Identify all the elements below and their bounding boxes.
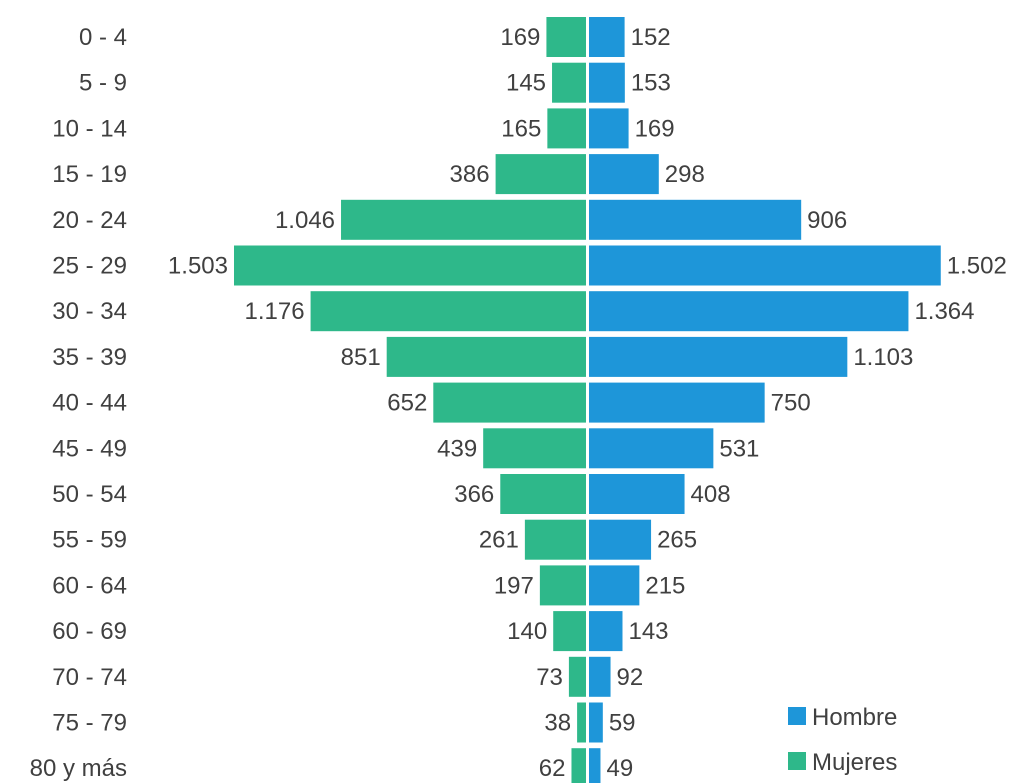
data-label-hombre: 408 xyxy=(691,481,731,508)
bar-mujeres xyxy=(500,474,586,514)
data-label-mujeres: 165 xyxy=(501,115,541,142)
category-label: 60 - 69 xyxy=(52,618,127,645)
bar-mujeres xyxy=(539,565,586,606)
bar-mujeres xyxy=(568,656,586,697)
bar-mujeres xyxy=(571,748,586,783)
legend-swatch-hombre xyxy=(788,707,806,725)
bar-hombre xyxy=(589,382,765,423)
bar-hombre xyxy=(589,108,629,149)
category-label: 35 - 39 xyxy=(52,344,127,371)
data-label-mujeres: 1.046 xyxy=(275,207,335,234)
bar-mujeres xyxy=(233,245,586,286)
data-label-mujeres: 145 xyxy=(506,70,546,97)
data-label-mujeres: 1.176 xyxy=(245,298,305,325)
data-label-hombre: 152 xyxy=(631,24,671,51)
bar-hombre xyxy=(589,245,941,286)
category-label: 45 - 49 xyxy=(52,435,127,462)
category-label: 55 - 59 xyxy=(52,527,127,554)
bar-hombre xyxy=(589,519,652,560)
data-label-mujeres: 140 xyxy=(507,618,547,645)
data-label-hombre: 750 xyxy=(771,390,811,417)
category-label: 80 y más xyxy=(30,755,127,782)
bar-mujeres xyxy=(341,199,586,240)
bar-mujeres xyxy=(546,17,586,57)
legend-label-hombre: Hombre xyxy=(812,704,897,731)
category-label: 30 - 34 xyxy=(52,298,127,325)
data-label-hombre: 1.364 xyxy=(914,298,974,325)
category-label: 0 - 4 xyxy=(79,24,127,51)
bar-hombre xyxy=(589,17,625,57)
bar-mujeres xyxy=(524,519,586,560)
bar-hombre xyxy=(589,291,909,332)
data-label-hombre: 1.103 xyxy=(853,344,913,371)
bar-mujeres xyxy=(547,108,586,149)
data-label-hombre: 906 xyxy=(807,207,847,234)
data-label-mujeres: 1.503 xyxy=(168,253,228,280)
bar-hombre xyxy=(589,748,601,783)
bars-layer xyxy=(233,17,941,783)
bar-hombre xyxy=(589,474,685,514)
data-label-mujeres: 439 xyxy=(437,435,477,462)
data-label-mujeres: 652 xyxy=(387,390,427,417)
bar-mujeres xyxy=(386,336,586,377)
category-label: 60 - 64 xyxy=(52,572,127,599)
category-label: 15 - 19 xyxy=(52,161,127,188)
category-label: 20 - 24 xyxy=(52,207,127,234)
bar-mujeres xyxy=(553,611,586,652)
data-label-hombre: 1.502 xyxy=(947,253,1007,280)
data-label-mujeres: 386 xyxy=(450,161,490,188)
data-label-hombre: 49 xyxy=(606,755,633,782)
data-label-mujeres: 38 xyxy=(544,710,571,737)
legend-swatch-mujeres xyxy=(788,752,806,770)
legend: Hombre Mujeres xyxy=(788,704,897,776)
category-label: 10 - 14 xyxy=(52,115,127,142)
data-label-mujeres: 197 xyxy=(494,572,534,599)
category-label: 5 - 9 xyxy=(79,70,127,97)
bar-hombre xyxy=(589,62,625,103)
data-label-mujeres: 62 xyxy=(539,755,566,782)
bar-hombre xyxy=(589,702,603,743)
bar-hombre xyxy=(589,656,611,697)
bar-mujeres xyxy=(310,291,586,332)
data-label-hombre: 92 xyxy=(617,664,644,691)
category-label: 70 - 74 xyxy=(52,664,127,691)
data-label-hombre: 143 xyxy=(628,618,668,645)
category-label: 40 - 44 xyxy=(52,390,127,417)
data-label-hombre: 59 xyxy=(609,710,636,737)
bar-hombre xyxy=(589,199,802,240)
bar-hombre xyxy=(589,565,640,606)
bar-hombre xyxy=(589,428,714,469)
data-label-hombre: 153 xyxy=(631,70,671,97)
category-label: 25 - 29 xyxy=(52,253,127,280)
data-label-mujeres: 169 xyxy=(500,24,540,51)
data-label-hombre: 265 xyxy=(657,527,697,554)
bar-mujeres xyxy=(483,428,586,469)
legend-label-mujeres: Mujeres xyxy=(812,749,897,776)
category-label: 75 - 79 xyxy=(52,710,127,737)
data-label-hombre: 169 xyxy=(635,115,675,142)
data-label-hombre: 531 xyxy=(719,435,759,462)
bar-hombre xyxy=(589,611,623,652)
category-label: 50 - 54 xyxy=(52,481,127,508)
bar-mujeres xyxy=(433,382,586,423)
bar-hombre xyxy=(589,154,659,195)
data-label-mujeres: 73 xyxy=(536,664,563,691)
bar-mujeres xyxy=(577,702,586,743)
bar-mujeres xyxy=(495,154,586,195)
data-label-mujeres: 851 xyxy=(341,344,381,371)
data-label-hombre: 298 xyxy=(665,161,705,188)
bar-hombre xyxy=(589,336,848,377)
data-label-hombre: 215 xyxy=(645,572,685,599)
bar-mujeres xyxy=(552,62,586,103)
data-label-mujeres: 261 xyxy=(479,527,519,554)
data-label-mujeres: 366 xyxy=(454,481,494,508)
labels-layer: 0 - 4 169 152 5 - 9 145 153 10 - 14 165 169 15 - … xyxy=(30,24,1007,782)
